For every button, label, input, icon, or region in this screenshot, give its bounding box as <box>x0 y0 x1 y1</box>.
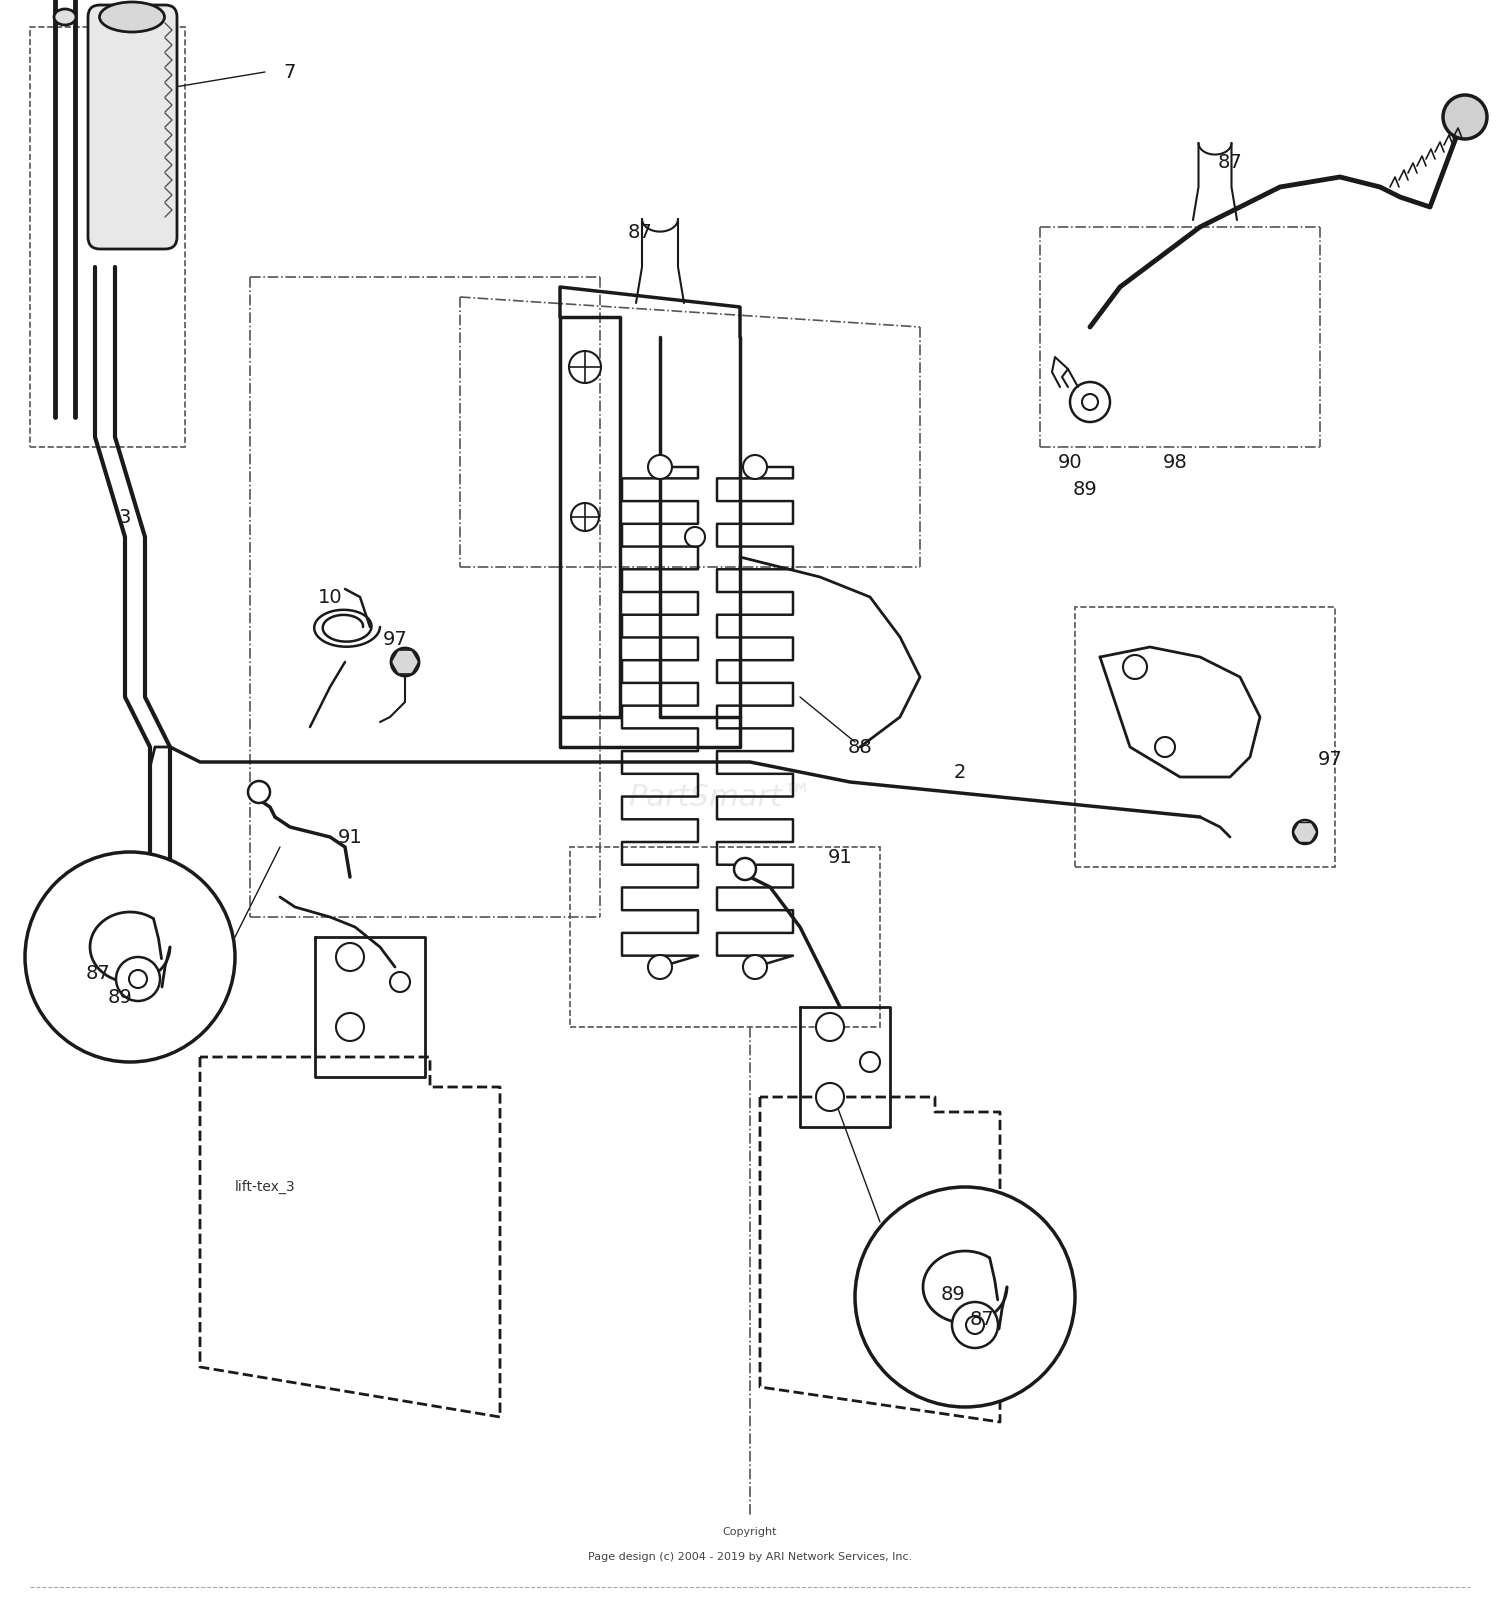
Circle shape <box>648 956 672 978</box>
Ellipse shape <box>99 2 165 32</box>
Circle shape <box>816 1083 844 1111</box>
Text: 89: 89 <box>940 1284 966 1303</box>
Circle shape <box>129 970 147 988</box>
Text: 91: 91 <box>338 828 363 847</box>
Text: 87: 87 <box>627 223 652 241</box>
Circle shape <box>392 648 418 676</box>
Text: 3: 3 <box>118 508 130 527</box>
Text: 10: 10 <box>318 587 342 606</box>
Text: lift-tex_3: lift-tex_3 <box>234 1180 296 1193</box>
Circle shape <box>390 972 410 991</box>
Circle shape <box>572 503 598 530</box>
Circle shape <box>952 1302 998 1349</box>
Bar <box>1076 606 1335 867</box>
Text: 97: 97 <box>382 629 408 648</box>
Circle shape <box>1155 737 1174 757</box>
Circle shape <box>648 454 672 479</box>
Circle shape <box>816 1012 844 1041</box>
Circle shape <box>159 906 190 938</box>
Text: 89: 89 <box>1072 480 1098 498</box>
Circle shape <box>1443 95 1486 139</box>
FancyBboxPatch shape <box>88 5 177 249</box>
Text: 98: 98 <box>1162 453 1188 472</box>
Circle shape <box>116 957 160 1001</box>
Circle shape <box>1124 655 1148 679</box>
Circle shape <box>734 859 756 880</box>
Text: 89: 89 <box>108 988 132 1006</box>
Text: 91: 91 <box>828 847 852 867</box>
Circle shape <box>26 852 236 1062</box>
Circle shape <box>1082 395 1098 411</box>
Circle shape <box>859 1053 880 1072</box>
Text: 87: 87 <box>86 964 111 983</box>
Circle shape <box>742 956 766 978</box>
Circle shape <box>855 1187 1076 1407</box>
Circle shape <box>568 351 602 383</box>
Circle shape <box>336 943 364 970</box>
Text: Page design (c) 2004 - 2019 by ARI Network Services, Inc.: Page design (c) 2004 - 2019 by ARI Netwo… <box>588 1552 912 1562</box>
Text: 2: 2 <box>954 763 966 781</box>
Bar <box>30 27 184 446</box>
Text: 87: 87 <box>1218 152 1242 171</box>
Text: 88: 88 <box>847 737 873 757</box>
Text: PartSmart™: PartSmart™ <box>627 783 812 812</box>
Circle shape <box>248 781 270 804</box>
Circle shape <box>966 1316 984 1334</box>
Text: 90: 90 <box>1058 453 1083 472</box>
Bar <box>570 847 880 1027</box>
Text: 97: 97 <box>1317 750 1342 768</box>
Circle shape <box>742 454 766 479</box>
Circle shape <box>336 1012 364 1041</box>
Circle shape <box>1070 382 1110 422</box>
Text: 7: 7 <box>284 63 296 81</box>
Text: Copyright: Copyright <box>723 1526 777 1538</box>
Ellipse shape <box>54 10 76 24</box>
Circle shape <box>686 527 705 547</box>
Text: 87: 87 <box>969 1310 994 1329</box>
Circle shape <box>1293 820 1317 844</box>
